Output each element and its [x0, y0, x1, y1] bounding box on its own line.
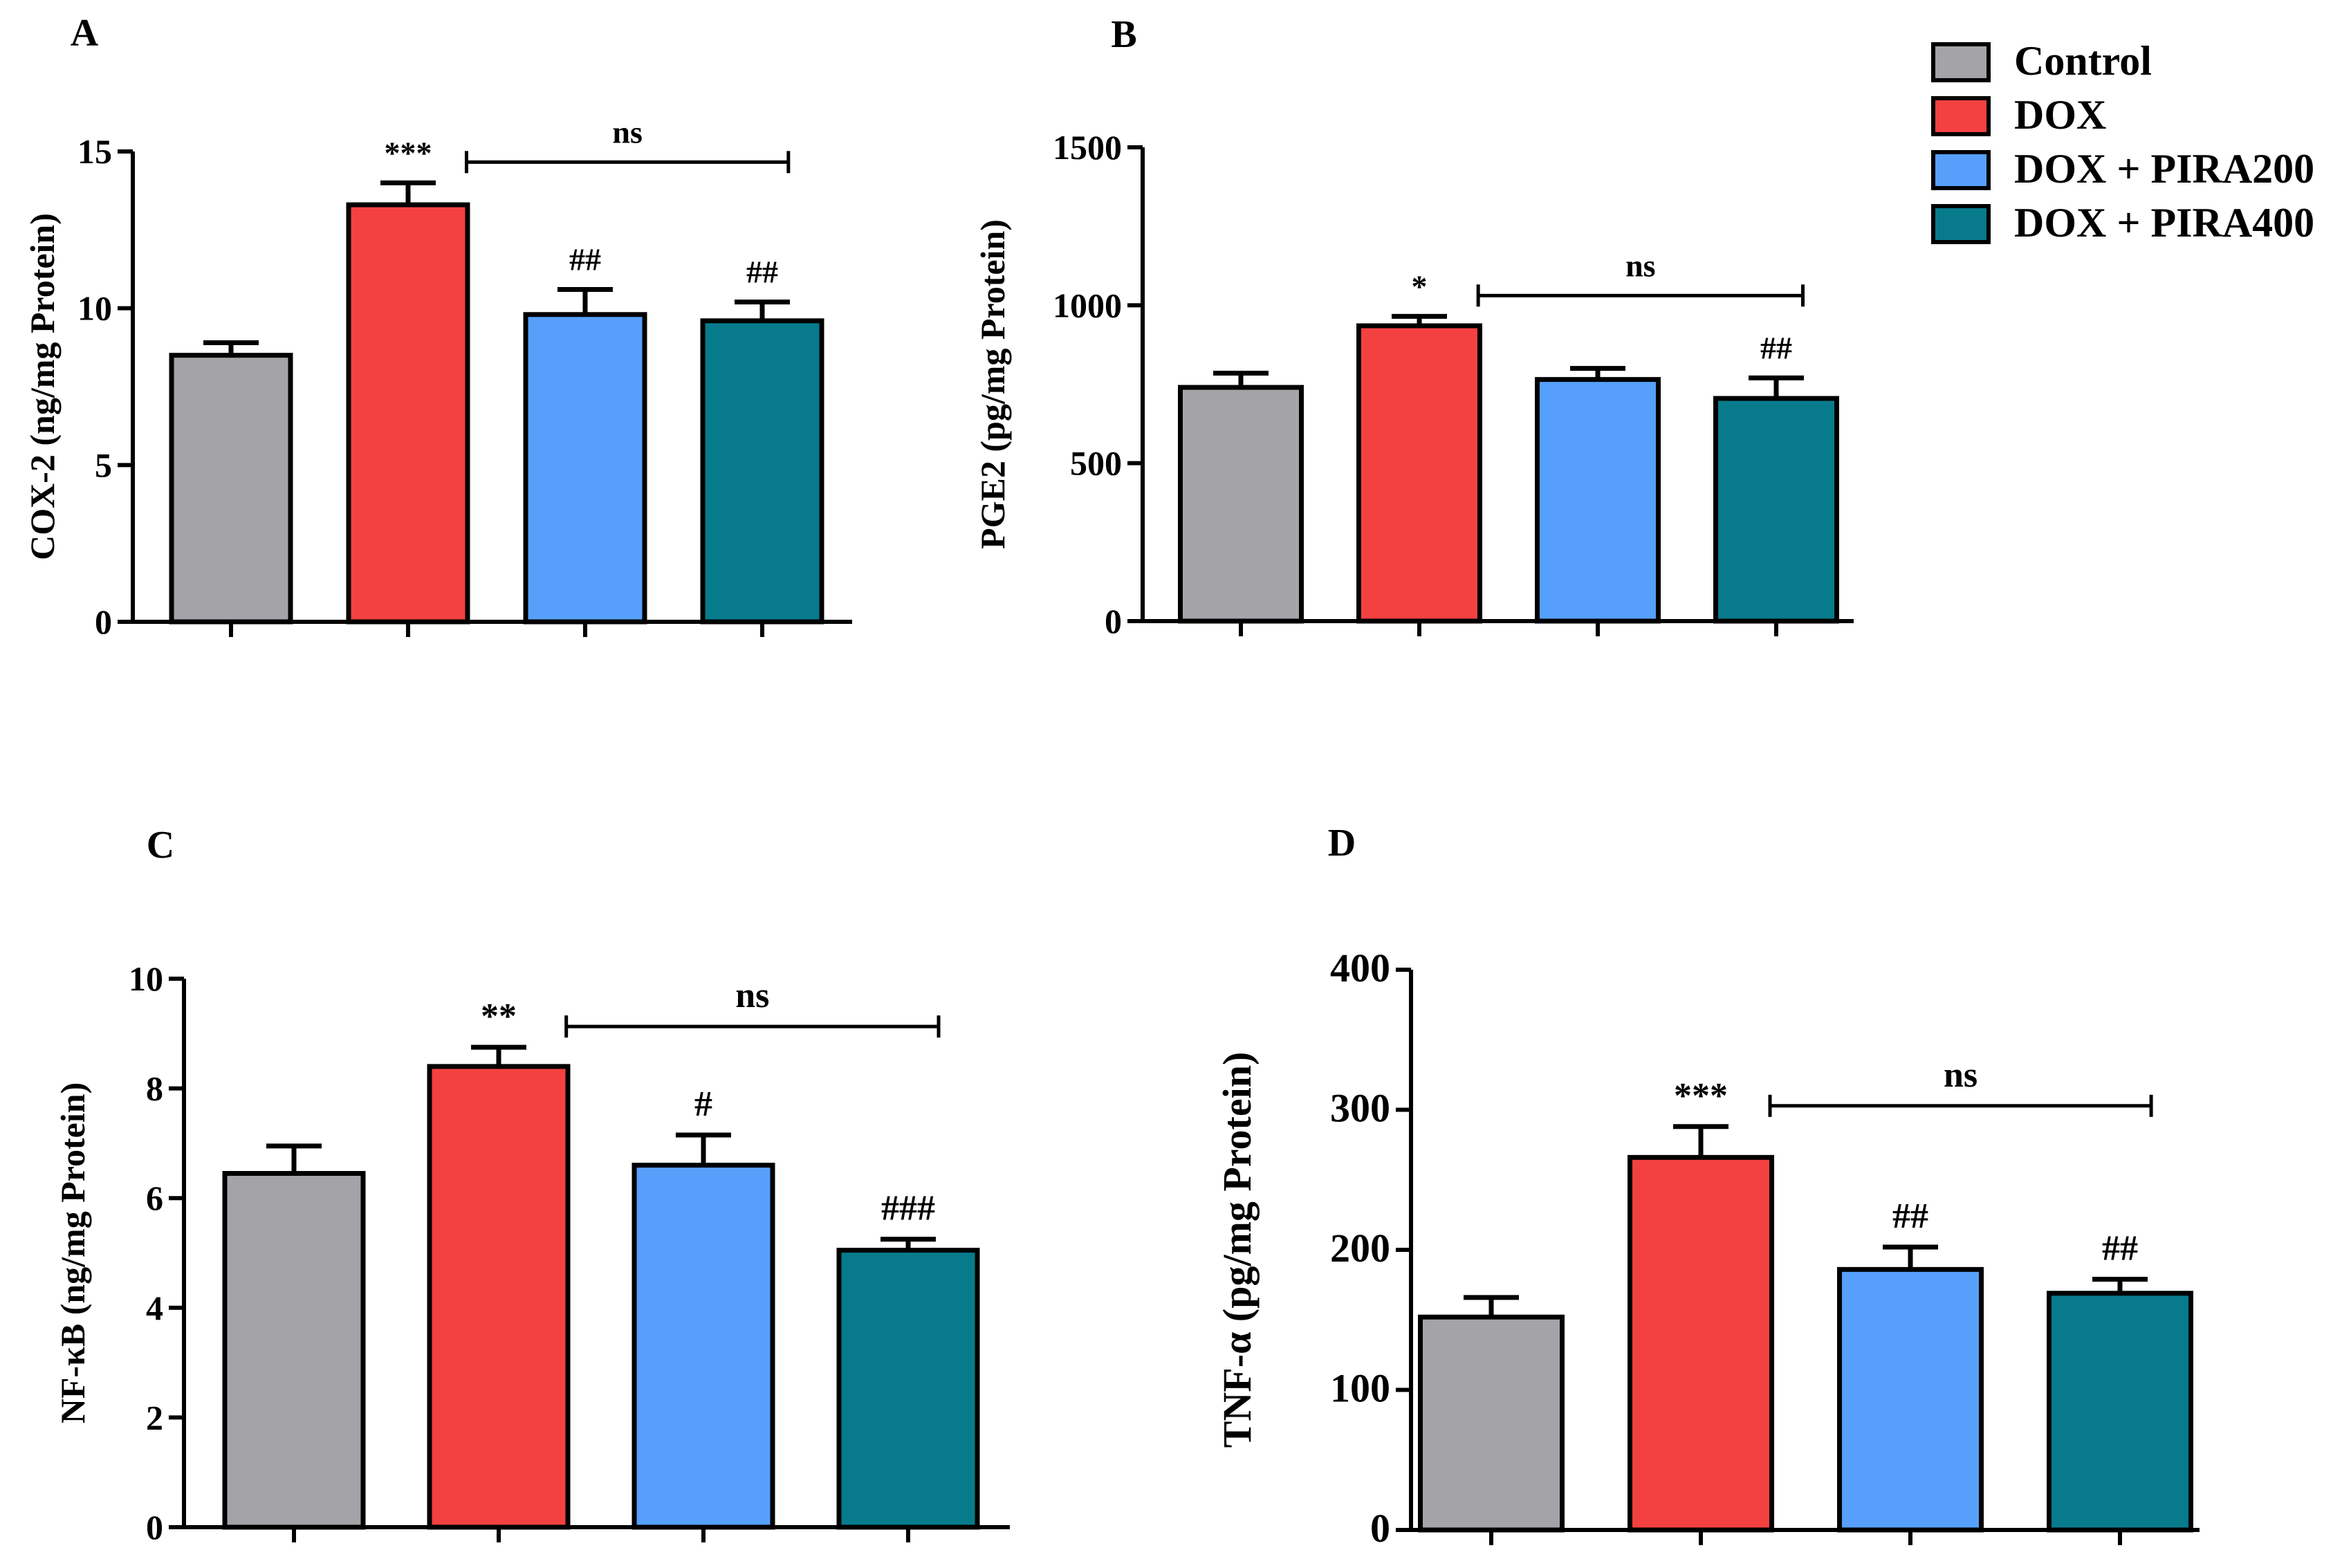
legend-swatch [1931, 96, 1991, 136]
legend-label: DOX [2014, 92, 2106, 138]
y-tick-label: 1500 [1053, 128, 1122, 167]
panel-a: A COX-2 (ng/mg Protein) *** ## ## 0 5 10 15 ns [23, 12, 852, 641]
y-tick-label: 5 [95, 445, 112, 484]
legend-label: Control [2014, 38, 2152, 84]
bar-2 [1356, 323, 1482, 624]
legend: Control DOX DOX + PIRA200 DOX + PIRA400 [1931, 38, 2314, 246]
bar-1 [1178, 385, 1304, 624]
y-tick-label: 400 [1330, 946, 1390, 990]
y-tick-label: 10 [77, 289, 112, 328]
significance-label: * [1412, 268, 1428, 304]
y-tick-label: 1000 [1053, 286, 1122, 324]
significance-label: ## [1760, 330, 1792, 365]
y-axis-title: NF-κB (ng/mg Protein) [53, 1082, 92, 1423]
legend-label: DOX + PIRA400 [2014, 200, 2314, 246]
bar-3 [1535, 377, 1661, 624]
y-axis-title: PGE2 (pg/mg Protein) [973, 219, 1012, 549]
significance-label: ### [881, 1189, 935, 1228]
ns-label: ns [1625, 248, 1655, 283]
y-tick-label: 6 [146, 1179, 163, 1217]
y-tick-label: 500 [1070, 444, 1122, 483]
bar-3 [631, 1163, 775, 1530]
y-tick-label: 300 [1330, 1086, 1390, 1131]
bar-2 [427, 1064, 571, 1530]
panel-letter: B [1111, 13, 1136, 56]
y-tick-label: 10 [129, 959, 163, 998]
y-tick-label: 0 [146, 1508, 163, 1547]
bar-4 [836, 1248, 980, 1530]
legend-swatch [1931, 150, 1991, 190]
y-tick-label: 2 [146, 1398, 163, 1437]
significance-label: ## [2102, 1229, 2138, 1269]
bar-2 [346, 202, 470, 625]
y-tick-label: 200 [1330, 1226, 1390, 1271]
significance-label: ## [746, 255, 778, 290]
y-axis-title: COX-2 (ng/mg Protein) [23, 213, 62, 560]
significance-label: ## [569, 241, 601, 277]
y-tick-label: 0 [1105, 602, 1122, 640]
panel-b: B PGE2 (pg/mg Protein) * ## 0 500 1000 1500 ns [973, 13, 1854, 640]
panel-letter: D [1328, 822, 1356, 865]
y-tick-label: 4 [146, 1289, 163, 1327]
bar-2 [1628, 1154, 1774, 1533]
y-tick-label: 0 [95, 602, 112, 641]
bar-4 [700, 318, 824, 625]
y-tick-label: 100 [1330, 1366, 1390, 1411]
significance-label: # [694, 1085, 712, 1124]
significance-label: ## [1892, 1197, 1928, 1236]
ns-label: ns [735, 976, 769, 1015]
y-tick-label: 15 [77, 132, 112, 171]
panel-letter: A [71, 12, 99, 55]
significance-label: *** [1674, 1076, 1728, 1116]
bar-1 [169, 353, 293, 625]
significance-label: *** [385, 135, 432, 170]
ns-label: ns [612, 114, 642, 149]
y-tick-label: 0 [1370, 1506, 1390, 1551]
panel-letter: C [147, 824, 174, 867]
ns-label: ns [1944, 1055, 1977, 1095]
bar-3 [523, 312, 647, 625]
bar-1 [1418, 1314, 1565, 1533]
bar-1 [222, 1171, 366, 1530]
legend-swatch [1931, 204, 1991, 244]
y-tick-label: 8 [146, 1069, 163, 1108]
bar-4 [2047, 1291, 2193, 1533]
panel-d: D TNF-α (pg/mg Protein) *** ## ## 0 100 200 300 4… [1215, 822, 2200, 1551]
bar-3 [1837, 1266, 1984, 1533]
legend-swatch [1931, 42, 1991, 82]
legend-label: DOX + PIRA200 [2014, 146, 2314, 192]
significance-label: ** [481, 997, 517, 1036]
bar-4 [1713, 396, 1839, 624]
y-axis-title: TNF-α (pg/mg Protein) [1215, 1052, 1260, 1448]
